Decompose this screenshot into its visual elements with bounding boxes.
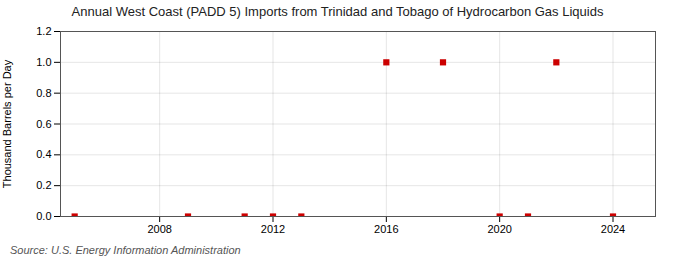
svg-text:2020: 2020 [487,223,511,235]
svg-text:0.2: 0.2 [36,179,51,191]
svg-text:1.0: 1.0 [36,56,51,68]
svg-text:2024: 2024 [601,223,625,235]
svg-text:Thousand Barrels per Day: Thousand Barrels per Day [1,59,13,188]
svg-text:2016: 2016 [374,223,398,235]
svg-text:0.0: 0.0 [36,210,51,222]
svg-text:0.8: 0.8 [36,87,51,99]
html-text:Annual West Coast (PADD 5) Imp: Annual West Coast (PADD 5) Imports from … [71,4,604,19]
svg-text:0.6: 0.6 [36,118,51,130]
svg-text:2012: 2012 [261,223,285,235]
svg-text:1.2: 1.2 [36,25,51,37]
svg-text:0.4: 0.4 [36,148,51,160]
svg-text:2008: 2008 [147,223,171,235]
html-text:Source: U.S. Energy Informatio: Source: U.S. Energy Information Administ… [10,244,241,256]
